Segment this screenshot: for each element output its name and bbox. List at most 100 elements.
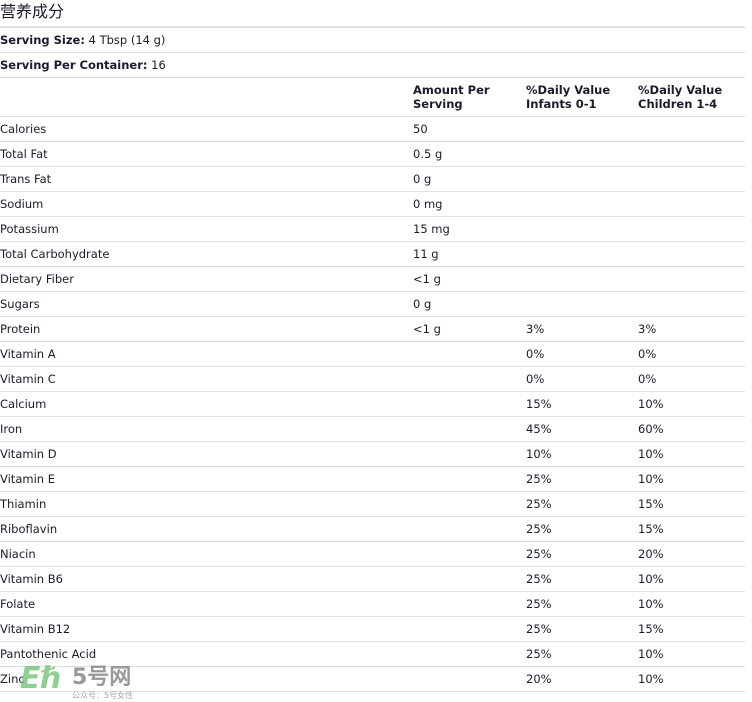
- cell-nutrient: Vitamin E: [0, 466, 413, 492]
- cell-nutrient: Potassium: [0, 216, 413, 242]
- cell-amount: 11 g: [413, 241, 526, 267]
- cell-dv-children: 10%: [638, 666, 745, 692]
- cell-dv-children: 15%: [638, 491, 745, 517]
- table-row: Zinc 20% 10%: [0, 666, 745, 692]
- svg-text:Eℏ: Eℏ: [20, 661, 62, 696]
- table-row: Iron 45% 60%: [0, 416, 745, 442]
- cell-dv-children: 10%: [638, 591, 745, 617]
- serving-size-value: 4 Tbsp (14 g): [88, 33, 166, 47]
- table-row: Total Carbohydrate 11 g: [0, 241, 745, 267]
- cell-nutrient: Iron: [0, 416, 413, 442]
- cell-amount: [413, 641, 526, 667]
- cell-amount: 15 mg: [413, 216, 526, 242]
- cell-amount: <1 g: [413, 316, 526, 342]
- cell-amount: [413, 616, 526, 642]
- cell-amount: [413, 341, 526, 367]
- cell-nutrient: Sodium: [0, 191, 413, 217]
- cell-nutrient: Sugars: [0, 291, 413, 317]
- header-nutrient: [0, 78, 413, 117]
- cell-nutrient: Vitamin B12: [0, 616, 413, 642]
- table-row: Protein <1 g 3% 3%: [0, 316, 745, 342]
- cell-amount: [413, 541, 526, 567]
- cell-nutrient: Total Fat: [0, 141, 413, 167]
- cell-nutrient: Calcium: [0, 391, 413, 417]
- cell-dv-children: [638, 191, 745, 217]
- serving-size: Serving Size: 4 Tbsp (14 g): [0, 28, 745, 53]
- table-row: Vitamin A 0% 0%: [0, 341, 745, 367]
- cell-dv-infants: [526, 241, 638, 267]
- cell-nutrient: Protein: [0, 316, 413, 342]
- cell-amount: <1 g: [413, 266, 526, 292]
- cell-dv-infants: 3%: [526, 316, 638, 342]
- cell-dv-children: 15%: [638, 516, 745, 542]
- header-children: %Daily Value Children 1-4: [638, 78, 745, 117]
- cell-dv-children: 15%: [638, 616, 745, 642]
- cell-nutrient: Trans Fat: [0, 166, 413, 192]
- header-infants: %Daily Value Infants 0-1: [526, 78, 638, 117]
- serving-per-container: Serving Per Container: 16: [0, 53, 745, 78]
- cell-dv-children: 10%: [638, 391, 745, 417]
- serving-size-label: Serving Size:: [0, 33, 85, 47]
- cell-dv-children: [638, 216, 745, 242]
- cell-dv-children: 10%: [638, 441, 745, 467]
- table-row: Vitamin D 10% 10%: [0, 441, 745, 467]
- table-row: Pantothenic Acid 25% 10%: [0, 641, 745, 667]
- page-title: 营养成分: [0, 0, 745, 28]
- cell-dv-children: 60%: [638, 416, 745, 442]
- table-row: Dietary Fiber <1 g: [0, 266, 745, 292]
- cell-dv-infants: 25%: [526, 466, 638, 492]
- table-row: Sodium 0 mg: [0, 191, 745, 217]
- cell-amount: 50: [413, 116, 526, 142]
- cell-dv-children: [638, 166, 745, 192]
- cell-dv-infants: 45%: [526, 416, 638, 442]
- cell-dv-infants: 15%: [526, 391, 638, 417]
- cell-dv-children: 10%: [638, 466, 745, 492]
- cell-amount: [413, 391, 526, 417]
- cell-nutrient: Calories: [0, 116, 413, 142]
- table-row: Potassium 15 mg: [0, 216, 745, 242]
- table-row: Vitamin B12 25% 15%: [0, 616, 745, 642]
- table-row: Vitamin E 25% 10%: [0, 466, 745, 492]
- table-header: Amount Per Serving %Daily Value Infants …: [0, 78, 745, 117]
- cell-dv-infants: 25%: [526, 641, 638, 667]
- cell-dv-children: [638, 291, 745, 317]
- cell-amount: [413, 566, 526, 592]
- cell-dv-infants: [526, 291, 638, 317]
- watermark-logo: Eℏ 5号网 公众号：5号女性: [20, 661, 133, 700]
- cell-dv-children: 20%: [638, 541, 745, 567]
- table-row: Trans Fat 0 g: [0, 166, 745, 192]
- cell-dv-children: 0%: [638, 341, 745, 367]
- cell-dv-infants: [526, 216, 638, 242]
- cell-amount: 0 mg: [413, 191, 526, 217]
- cell-amount: [413, 441, 526, 467]
- cell-amount: [413, 516, 526, 542]
- cell-dv-infants: 25%: [526, 491, 638, 517]
- serving-per-container-label: Serving Per Container:: [0, 58, 148, 72]
- cell-nutrient: Vitamin B6: [0, 566, 413, 592]
- cell-dv-infants: [526, 141, 638, 167]
- cell-nutrient: Dietary Fiber: [0, 266, 413, 292]
- table-row: Total Fat 0.5 g: [0, 141, 745, 167]
- cell-amount: 0.5 g: [413, 141, 526, 167]
- cell-amount: [413, 416, 526, 442]
- cell-dv-children: [638, 241, 745, 267]
- cell-dv-infants: 10%: [526, 441, 638, 467]
- table-row: Calories 50: [0, 116, 745, 142]
- serving-per-container-value: 16: [151, 58, 166, 72]
- cell-dv-children: [638, 116, 745, 142]
- cell-nutrient: Thiamin: [0, 491, 413, 517]
- cell-dv-infants: 25%: [526, 616, 638, 642]
- cell-nutrient: Zinc: [0, 666, 413, 692]
- cell-nutrient: Total Carbohydrate: [0, 241, 413, 267]
- cell-nutrient: Folate: [0, 591, 413, 617]
- cell-dv-infants: 0%: [526, 341, 638, 367]
- cell-dv-infants: 0%: [526, 366, 638, 392]
- cell-dv-infants: [526, 116, 638, 142]
- cell-nutrient: Vitamin A: [0, 341, 413, 367]
- svg-text:5号网: 5号网: [72, 665, 131, 690]
- cell-nutrient: Pantothenic Acid: [0, 641, 413, 667]
- header-amount: Amount Per Serving: [413, 78, 526, 117]
- cell-nutrient: Vitamin C: [0, 366, 413, 392]
- nutrition-table: Amount Per Serving %Daily Value Infants …: [0, 78, 745, 692]
- cell-dv-infants: 25%: [526, 516, 638, 542]
